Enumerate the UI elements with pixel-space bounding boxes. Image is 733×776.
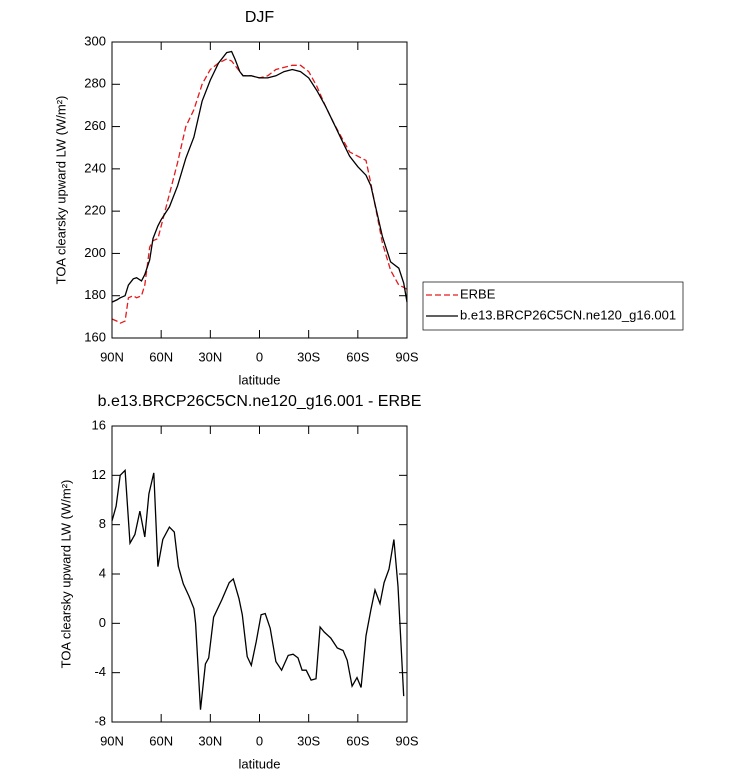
x-axis-label: latitude	[239, 372, 281, 387]
y-tick-label: 180	[84, 287, 106, 302]
x-axis-label: latitude	[239, 756, 281, 771]
x-tick-label: 60N	[149, 349, 173, 364]
x-tick-label: 0	[256, 733, 263, 748]
y-tick-label: 0	[99, 615, 106, 630]
data-line	[111, 50, 408, 303]
data-line	[111, 468, 405, 710]
x-tick-label: 30N	[198, 349, 222, 364]
x-tick-label: 60S	[346, 349, 369, 364]
y-tick-label: 4	[99, 565, 106, 580]
legend-box	[422, 281, 684, 331]
plot-frame	[111, 425, 408, 723]
plot-frame	[111, 41, 408, 339]
y-axis-label: TOA clearsky upward LW (W/m²)	[58, 480, 73, 669]
y-tick-label: -4	[94, 664, 106, 679]
x-tick-label: 90N	[100, 733, 124, 748]
y-tick-label: 220	[84, 203, 106, 218]
legend-label: b.e13.BRCP26C5CN.ne120_g16.001	[460, 307, 676, 322]
legend-label: ERBE	[460, 286, 496, 301]
x-tick-label: 30S	[297, 733, 320, 748]
chart-title: b.e13.BRCP26C5CN.ne120_g16.001 - ERBE	[98, 393, 422, 410]
x-tick-label: 90S	[395, 733, 418, 748]
y-tick-label: 160	[84, 329, 106, 344]
y-tick-label: 260	[84, 118, 106, 133]
x-tick-label: 0	[256, 349, 263, 364]
y-tick-label: 8	[99, 516, 106, 531]
y-tick-label: 16	[92, 417, 106, 432]
chart-title: DJF	[245, 9, 275, 26]
y-tick-label: 240	[84, 160, 106, 175]
y-axis-label: TOA clearsky upward LW (W/m²)	[53, 96, 68, 285]
x-tick-label: 60S	[346, 733, 369, 748]
data-line	[111, 58, 408, 324]
y-tick-label: -8	[94, 713, 106, 728]
y-tick-label: 200	[84, 245, 106, 260]
x-tick-label: 30N	[198, 733, 222, 748]
y-tick-label: 300	[84, 33, 106, 48]
x-tick-label: 30S	[297, 349, 320, 364]
x-tick-label: 90N	[100, 349, 124, 364]
y-tick-label: 280	[84, 76, 106, 91]
y-tick-label: 12	[92, 467, 106, 482]
x-tick-label: 90S	[395, 349, 418, 364]
x-tick-label: 60N	[149, 733, 173, 748]
